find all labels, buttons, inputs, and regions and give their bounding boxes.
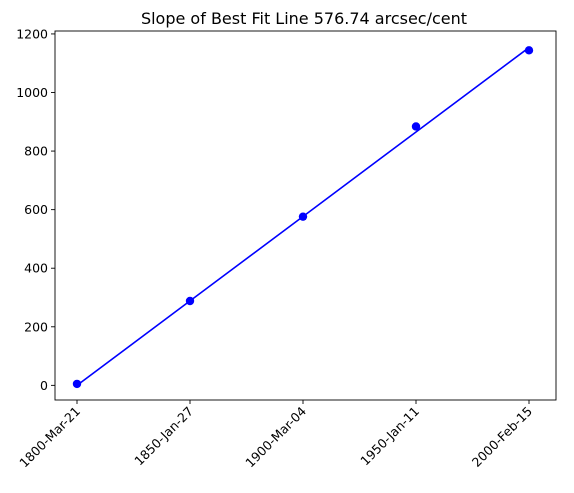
x-tick-label: 1900-Mar-04 xyxy=(242,403,309,470)
x-tick-label: 1850-Jan-27 xyxy=(131,404,196,469)
plot-frame xyxy=(54,30,557,401)
data-point xyxy=(411,122,421,131)
y-tick-label: 400 xyxy=(24,261,48,276)
chart-title: Slope of Best Fit Line 576.74 arcsec/cen… xyxy=(141,9,467,28)
x-tick-label: 2000-Feb-15 xyxy=(469,404,535,470)
data-point xyxy=(72,379,82,389)
y-tick-label: 200 xyxy=(24,319,48,334)
x-tick-label: 1950-Jan-11 xyxy=(357,404,422,469)
data-point xyxy=(185,296,195,306)
plot-area xyxy=(72,46,534,389)
data-point xyxy=(524,46,534,55)
y-tick-label: 800 xyxy=(24,144,48,159)
axes: 0 200 400 600 800 1000 1200 1800-Mar-21 1850-Jan… xyxy=(16,26,557,471)
x-tick-label: 1800-Mar-21 xyxy=(16,404,83,471)
y-tick-label: 1200 xyxy=(16,26,48,41)
data-point xyxy=(298,212,308,221)
y-tick-label: 0 xyxy=(40,378,48,393)
y-tick-label: 1000 xyxy=(16,85,48,100)
y-tick-label: 600 xyxy=(24,202,48,217)
